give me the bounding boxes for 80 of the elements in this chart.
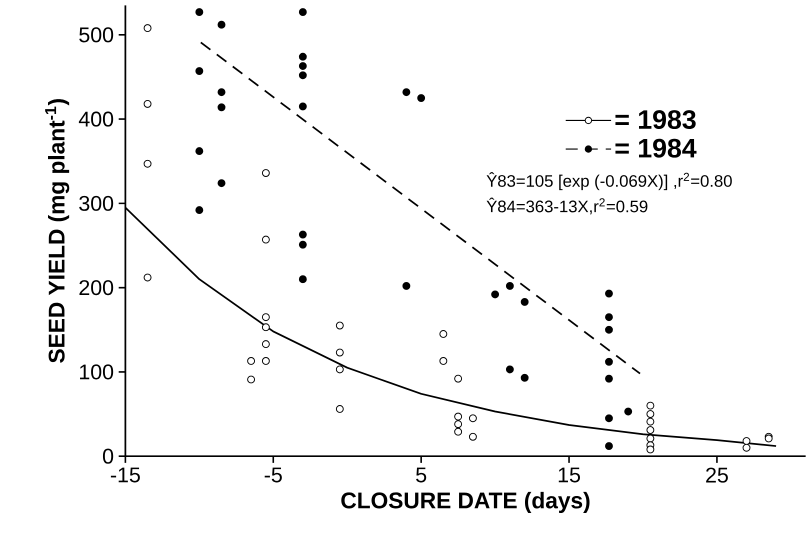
- point: [336, 404, 344, 413]
- y-tick-label: 300: [79, 196, 114, 211]
- point: [195, 67, 204, 75]
- point: [439, 330, 448, 338]
- point: [262, 356, 270, 365]
- point: [336, 322, 344, 330]
- point: [454, 374, 462, 382]
- point: [298, 275, 307, 284]
- point: [605, 289, 613, 298]
- point: [646, 445, 654, 454]
- point: [144, 100, 152, 108]
- point: [742, 444, 750, 452]
- point: [298, 52, 307, 61]
- point: [454, 420, 462, 428]
- point: [262, 236, 270, 244]
- annotation: Ŷ83=105 [exp (-0.069X)] ,r$^{2}$=0.80: [486, 172, 732, 190]
- point: [605, 358, 613, 366]
- point: [144, 24, 152, 32]
- point: [262, 323, 270, 332]
- point: [417, 94, 426, 102]
- point: [298, 62, 307, 70]
- x-tick-label: 25: [706, 467, 728, 483]
- point: [195, 8, 204, 16]
- point: [520, 298, 529, 306]
- x-axis-title: CLOSURE DATE (days): [341, 492, 590, 513]
- point: [402, 88, 410, 96]
- point: [298, 240, 307, 248]
- point: [605, 414, 613, 422]
- point: [262, 340, 270, 348]
- y-tick-label: 500: [79, 27, 114, 42]
- point: [298, 71, 307, 80]
- point: [646, 426, 654, 434]
- x-tick-label: -15: [110, 467, 140, 482]
- point: [605, 442, 613, 450]
- point: [624, 407, 632, 416]
- point: [506, 282, 514, 290]
- annotation: Ŷ84=363-13X,r$^{2}$=0.59: [486, 197, 648, 214]
- point: [298, 8, 307, 16]
- point: [506, 365, 514, 374]
- point: [218, 179, 226, 187]
- point: [742, 436, 750, 445]
- point: [491, 290, 500, 298]
- point: [298, 230, 307, 238]
- point: [468, 414, 477, 422]
- point: [144, 160, 152, 168]
- point: [144, 273, 152, 282]
- point: [439, 356, 448, 365]
- point: [336, 348, 344, 356]
- legend-label: = 1983: [615, 110, 696, 129]
- y-tick-label: 100: [80, 364, 114, 380]
- y-tick-label: 200: [79, 280, 114, 296]
- point: [605, 326, 613, 334]
- point: [195, 147, 204, 155]
- point: [468, 432, 477, 441]
- point: [454, 412, 462, 420]
- y-tick-label: 400: [78, 111, 114, 127]
- x-tick-label: 5: [416, 467, 426, 482]
- point: [262, 313, 270, 321]
- point: [247, 356, 256, 365]
- point: [298, 102, 307, 110]
- point: [520, 374, 529, 382]
- point: [605, 313, 613, 321]
- point: [646, 402, 654, 410]
- point: [646, 410, 654, 418]
- legend-label: = 1984: [615, 138, 697, 158]
- y-tick-label: 0: [102, 448, 114, 464]
- point: [262, 168, 270, 177]
- point: [646, 418, 654, 426]
- point: [195, 206, 204, 214]
- y-axis-title: SEED YIELD (mg plant$^{-1}$): [45, 99, 70, 363]
- point: [218, 88, 226, 96]
- point: [336, 365, 344, 374]
- point: [402, 282, 410, 290]
- point: [218, 103, 226, 112]
- x-tick-label: 15: [558, 467, 580, 482]
- point: [605, 374, 613, 382]
- point: [247, 375, 256, 384]
- point: [218, 20, 226, 29]
- point: [454, 428, 462, 436]
- x-tick-label: -5: [264, 467, 282, 482]
